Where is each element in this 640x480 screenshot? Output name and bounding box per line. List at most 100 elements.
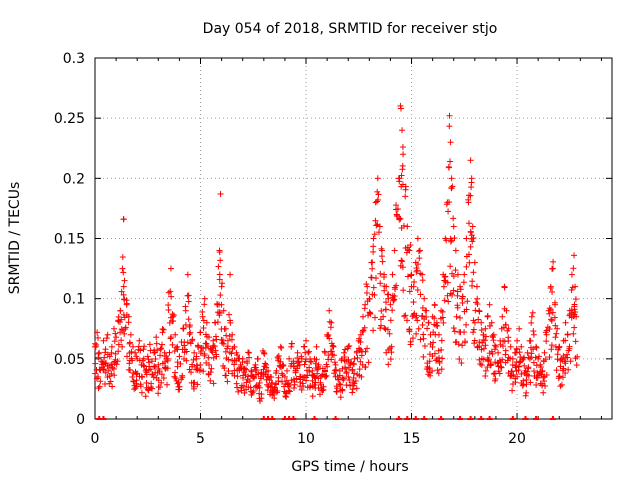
data-point — [275, 378, 282, 385]
data-point — [450, 325, 457, 332]
data-point — [167, 265, 174, 272]
data-point — [476, 343, 483, 350]
data-point — [140, 362, 147, 369]
data-point — [149, 371, 156, 378]
data-point — [345, 356, 352, 363]
zero-point — [522, 416, 529, 420]
data-point — [543, 371, 550, 378]
data-point — [331, 367, 338, 374]
data-point — [95, 385, 102, 392]
data-point — [164, 355, 171, 362]
data-point — [248, 368, 255, 375]
zero-point — [100, 416, 107, 420]
data-point — [483, 333, 490, 340]
data-point — [407, 242, 414, 249]
data-point — [512, 364, 519, 371]
data-point — [95, 373, 102, 380]
data-point — [420, 335, 427, 342]
data-point — [485, 356, 492, 363]
data-point — [426, 358, 433, 365]
x-tick-label: 15 — [403, 431, 421, 447]
data-point — [527, 337, 534, 344]
data-point — [548, 342, 555, 349]
data-point — [115, 348, 122, 355]
data-point — [133, 371, 140, 378]
data-point — [539, 382, 546, 389]
data-point — [95, 334, 102, 341]
data-point — [292, 369, 299, 376]
data-point — [306, 384, 313, 391]
data-point — [216, 249, 223, 256]
zero-point — [269, 416, 276, 420]
data-point — [161, 359, 168, 366]
data-point — [157, 346, 164, 353]
data-point — [208, 365, 215, 372]
data-point — [159, 325, 166, 332]
data-point — [257, 398, 264, 405]
data-point — [326, 307, 333, 314]
data-point — [429, 343, 436, 350]
data-point — [528, 313, 535, 320]
data-point — [145, 356, 152, 363]
zero-point — [421, 416, 428, 420]
data-point — [185, 292, 192, 299]
data-point — [423, 313, 430, 320]
data-point — [301, 361, 308, 368]
data-point — [352, 377, 359, 384]
data-point — [548, 317, 555, 324]
data-point — [574, 353, 581, 360]
data-point — [565, 366, 572, 373]
data-point — [524, 368, 531, 375]
data-point — [470, 235, 477, 242]
data-point — [194, 343, 201, 350]
data-point — [404, 317, 411, 324]
data-point — [402, 193, 409, 200]
y-tick-label: 0.25 — [54, 111, 85, 127]
axis-ticks: 0 5 10 15 20 0 0.05 0.1 0.15 0.2 0.25 0.3 — [54, 51, 612, 447]
data-point — [205, 354, 212, 361]
data-point — [546, 354, 553, 361]
data-point — [507, 343, 514, 350]
data-point — [135, 346, 142, 353]
data-point — [187, 329, 194, 336]
data-point — [185, 316, 192, 323]
data-point — [285, 380, 292, 387]
data-point — [375, 191, 382, 198]
data-point — [176, 353, 183, 360]
data-point — [530, 359, 537, 366]
data-point — [518, 343, 525, 350]
data-point — [570, 265, 577, 272]
data-point — [108, 361, 115, 368]
data-point — [502, 347, 509, 354]
data-point — [444, 292, 451, 299]
data-point — [113, 334, 120, 341]
data-point — [406, 326, 413, 333]
data-point — [356, 335, 363, 342]
data-point — [502, 321, 509, 328]
zero-point — [549, 416, 556, 420]
data-point — [210, 380, 217, 387]
data-point — [552, 322, 559, 329]
data-point — [461, 338, 468, 345]
data-point — [362, 348, 369, 355]
data-point — [284, 367, 291, 374]
data-point — [210, 354, 217, 361]
data-point — [313, 356, 320, 363]
data-point — [441, 277, 448, 284]
data-point — [227, 271, 234, 278]
y-tick-label: 0.15 — [54, 232, 85, 248]
data-point — [534, 369, 541, 376]
data-point — [125, 319, 132, 326]
data-point — [527, 379, 534, 386]
data-point — [438, 366, 445, 373]
data-point — [524, 349, 531, 356]
data-point — [520, 377, 527, 384]
data-point — [467, 157, 474, 164]
data-point — [450, 273, 457, 280]
data-point — [182, 346, 189, 353]
data-point — [541, 349, 548, 356]
data-point — [454, 271, 461, 278]
data-point — [184, 271, 191, 278]
data-point — [413, 330, 420, 337]
data-point — [571, 252, 578, 259]
